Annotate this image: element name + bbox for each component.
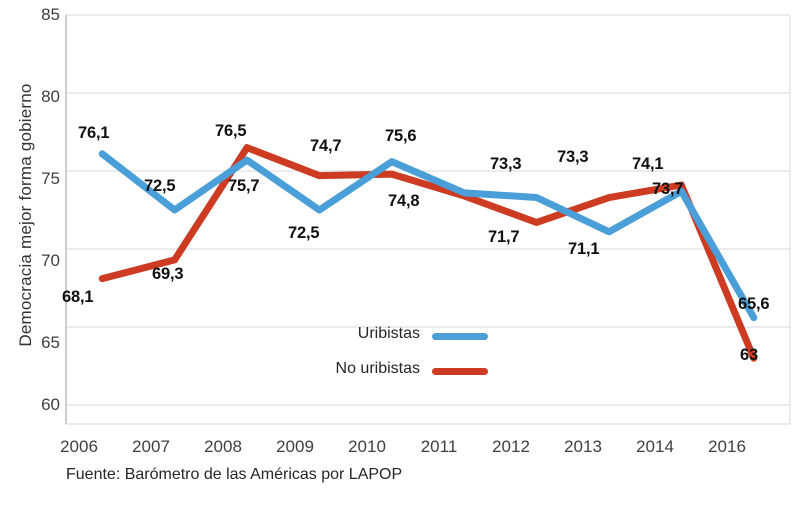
data-label-red-2012: 71,7 <box>488 228 520 246</box>
y-tick-85: 85 <box>41 5 60 24</box>
data-label-red-2006: 68,1 <box>62 288 94 306</box>
legend-label-no-uribistas: No uribistas <box>335 360 420 377</box>
x-tick-2013: 2013 <box>564 437 602 456</box>
x-tick-2010: 2010 <box>348 437 386 456</box>
gridlines <box>66 14 790 406</box>
data-label-red-2010: 74,8 <box>388 192 420 210</box>
y-tick-80: 80 <box>41 87 60 106</box>
data-label-red-2013: 73,3 <box>557 148 589 166</box>
data-label-red-2009: 74,7 <box>310 137 342 155</box>
y-tick-70: 70 <box>41 251 60 270</box>
data-label-blue-2014: 73,7 <box>652 180 684 198</box>
data-label-blue-2012: 73,3 <box>490 155 522 173</box>
x-tick-2008: 2008 <box>204 437 242 456</box>
data-label-blue-2006: 76,1 <box>78 124 110 142</box>
data-label-red-2008: 76,5 <box>215 122 247 140</box>
data-label-blue-2010: 75,6 <box>385 127 417 145</box>
plot-area <box>65 14 791 425</box>
legend-swatch-uribistas <box>432 333 488 340</box>
legend-label-uribistas: Uribistas <box>357 325 420 342</box>
source-note: Fuente: Barómetro de las Américas por LA… <box>66 466 403 483</box>
x-tick-2007: 2007 <box>132 437 170 456</box>
series-line-uribistas <box>98 150 758 322</box>
y-tick-65: 65 <box>41 333 60 352</box>
y-tick-60: 60 <box>41 395 60 414</box>
data-label-blue-2013: 71,1 <box>568 240 600 258</box>
data-label-blue-2008: 75,7 <box>228 177 260 195</box>
data-label-red-2016: 63 <box>740 346 758 364</box>
data-label-blue-2007: 72,5 <box>144 177 176 195</box>
x-tick-2009: 2009 <box>276 437 314 456</box>
x-tick-2011: 2011 <box>420 437 458 456</box>
x-tick-2012: 2012 <box>492 437 530 456</box>
data-label-red-2007: 69,3 <box>152 265 184 283</box>
x-tick-2016: 2016 <box>708 437 746 456</box>
data-label-blue-2016: 65,6 <box>738 295 770 313</box>
data-label-red-2014: 74,1 <box>632 155 664 173</box>
x-tick-2014: 2014 <box>636 437 674 456</box>
x-tick-2006: 2006 <box>60 437 98 456</box>
y-tick-75: 75 <box>41 169 60 188</box>
data-label-blue-2009: 72,5 <box>288 224 320 242</box>
legend-swatch-no-uribistas <box>432 368 488 375</box>
series-line-no-uribistas <box>98 144 758 362</box>
